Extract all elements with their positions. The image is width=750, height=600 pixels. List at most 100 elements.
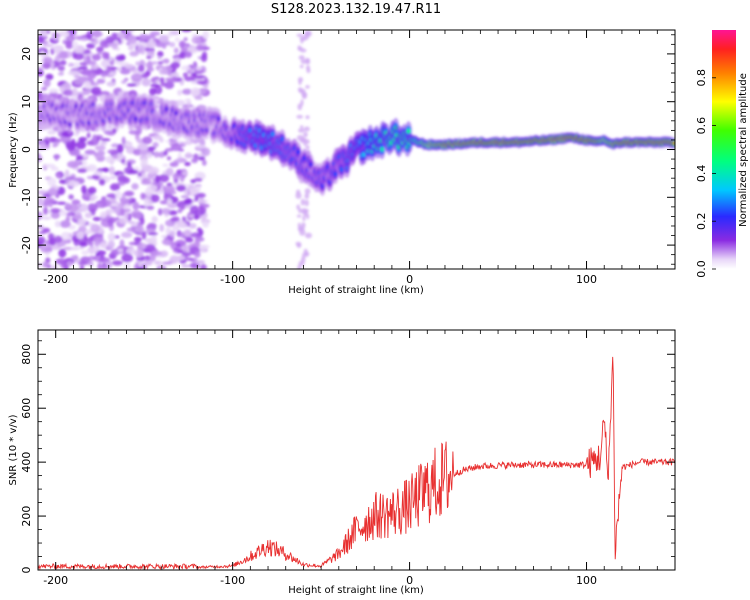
- noise-speckle: [152, 142, 159, 148]
- noise-speckle: [71, 199, 81, 205]
- noise-speckle: [91, 32, 104, 37]
- noise-speckle: [202, 30, 209, 39]
- noise-speckle: [128, 220, 135, 225]
- noise-speckle: [155, 175, 160, 184]
- noise-speckle: [109, 175, 117, 180]
- noise-speckle: [194, 239, 200, 248]
- noise-speckle: [158, 266, 164, 269]
- noise-speckle: [63, 89, 74, 96]
- ridge-core: [174, 111, 178, 116]
- noise-speckle: [76, 154, 84, 161]
- noise-speckle: [48, 88, 59, 94]
- noise-speckle: [145, 61, 154, 69]
- noise-speckle: [43, 206, 48, 215]
- noise-speckle: [304, 193, 310, 199]
- noise-speckle: [164, 81, 175, 89]
- noise-speckle: [137, 173, 142, 177]
- noise-speckle: [138, 260, 143, 268]
- noise-speckle: [166, 182, 173, 187]
- noise-speckle: [140, 181, 153, 185]
- noise-speckle: [90, 223, 100, 233]
- noise-speckle: [72, 87, 78, 97]
- noise-speckle: [300, 88, 306, 96]
- noise-speckle: [176, 157, 186, 163]
- noise-speckle: [107, 232, 116, 242]
- noise-speckle: [81, 185, 87, 194]
- noise-speckle: [305, 115, 310, 120]
- noise-speckle: [306, 68, 311, 74]
- noise-speckle: [180, 232, 185, 238]
- noise-speckle: [180, 195, 189, 199]
- noise-speckle: [126, 83, 137, 87]
- noise-speckle: [78, 161, 83, 165]
- noise-speckle: [296, 204, 301, 210]
- noise-speckle: [65, 141, 77, 149]
- noise-speckle: [185, 198, 193, 205]
- noise-speckle: [86, 132, 91, 139]
- noise-speckle: [54, 220, 61, 228]
- noise-speckle: [170, 196, 179, 204]
- noise-speckle: [127, 161, 132, 168]
- noise-speckle: [195, 44, 205, 51]
- noise-speckle: [102, 168, 110, 173]
- colorbar-tick-label: 0.6: [695, 117, 708, 135]
- noise-speckle: [296, 114, 304, 119]
- noise-speckle: [141, 78, 151, 87]
- noise-speckle: [200, 54, 208, 62]
- noise-speckle: [58, 248, 67, 258]
- noise-speckle: [80, 37, 89, 42]
- noise-speckle: [100, 138, 111, 142]
- noise-speckle: [189, 187, 199, 196]
- noise-speckle: [191, 158, 198, 164]
- noise-speckle: [157, 56, 162, 60]
- noise-speckle: [196, 80, 208, 85]
- noise-speckle: [305, 232, 312, 239]
- snr-x-axis-label: Height of straight line (km): [288, 585, 424, 596]
- noise-speckle: [305, 30, 312, 37]
- noise-speckle: [73, 52, 85, 61]
- noise-speckle: [297, 103, 303, 111]
- noise-speckle: [163, 150, 168, 156]
- noise-speckle: [153, 85, 163, 95]
- ridge-core: [339, 167, 344, 172]
- noise-speckle: [43, 197, 55, 204]
- noise-speckle: [158, 34, 169, 43]
- noise-speckle: [298, 260, 305, 267]
- x-tick-label: -100: [220, 574, 245, 587]
- noise-speckle: [200, 264, 207, 269]
- noise-speckle: [89, 38, 96, 42]
- noise-speckle: [99, 141, 107, 146]
- noise-speckle: [127, 45, 134, 51]
- noise-speckle: [297, 244, 301, 248]
- snr-plot-area: [38, 330, 675, 570]
- noise-speckle: [165, 167, 174, 177]
- noise-speckle: [151, 216, 158, 223]
- x-tick-label: -200: [43, 574, 68, 587]
- noise-speckle: [38, 190, 48, 195]
- noise-speckle: [166, 33, 173, 38]
- noise-speckle: [100, 59, 110, 68]
- noise-speckle: [181, 30, 192, 33]
- noise-speckle: [140, 158, 149, 166]
- noise-speckle: [153, 151, 160, 158]
- noise-speckle: [109, 183, 121, 191]
- noise-speckle: [203, 84, 209, 89]
- noise-speckle: [120, 68, 131, 75]
- noise-speckle: [166, 156, 172, 161]
- noise-speckle: [100, 266, 109, 269]
- x-tick-label: 0: [406, 574, 413, 587]
- noise-speckle: [67, 70, 80, 76]
- noise-speckle: [305, 139, 310, 145]
- noise-speckle: [181, 170, 188, 176]
- noise-speckle: [119, 208, 125, 217]
- noise-speckle: [303, 131, 308, 138]
- chart-title: S128.2023.132.19.47.R11: [270, 2, 442, 17]
- noise-speckle: [131, 183, 139, 190]
- noise-speckle: [54, 235, 63, 243]
- noise-speckle: [92, 216, 102, 222]
- noise-speckle: [172, 173, 180, 181]
- noise-speckle: [188, 223, 197, 229]
- noise-speckle: [182, 141, 194, 145]
- y-tick-label: 0: [20, 146, 33, 153]
